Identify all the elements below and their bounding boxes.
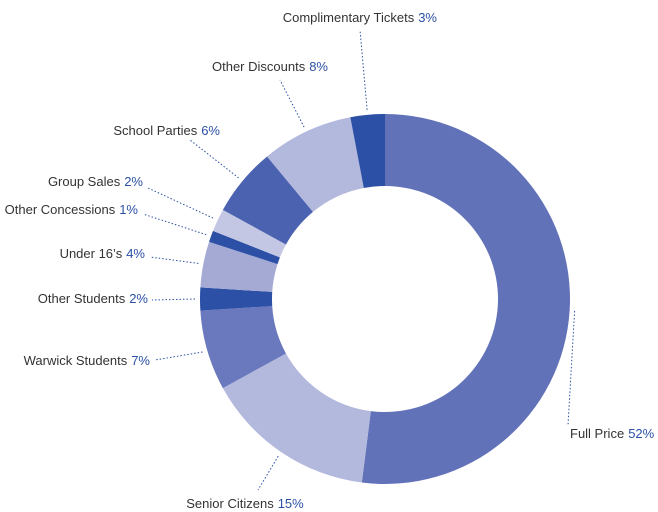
leader-line xyxy=(154,351,203,361)
category-name: Complimentary Tickets xyxy=(283,10,415,25)
leader-line xyxy=(142,213,207,236)
category-name: Other Students xyxy=(38,291,126,306)
leader-line xyxy=(359,29,368,110)
slice-label: Full Price 52% xyxy=(570,426,655,441)
value-label: 6% xyxy=(201,123,220,138)
value-label: 4% xyxy=(126,246,145,261)
leader-line xyxy=(279,79,305,128)
value-label: 15% xyxy=(278,496,304,511)
value-label: 52% xyxy=(628,426,654,441)
donut-slice xyxy=(267,117,364,212)
slice-label: School Parties 6% xyxy=(113,123,220,138)
category-name: Other Concessions xyxy=(5,202,116,217)
slice-label: Other Students 2% xyxy=(38,291,149,306)
leader-line xyxy=(149,256,199,264)
donut-slice xyxy=(199,287,273,311)
category-name: Warwick Students xyxy=(24,353,128,368)
slice-label: Other Discounts 8% xyxy=(212,59,328,74)
slice-label: Other Concessions 1% xyxy=(5,202,139,217)
category-name: Other Discounts xyxy=(212,59,306,74)
slice-label: Complimentary Tickets 3% xyxy=(283,10,438,25)
category-name: Senior Citizens xyxy=(186,496,274,511)
leader-line xyxy=(147,187,214,219)
value-label: 1% xyxy=(119,202,138,217)
slice-label: Group Sales 2% xyxy=(48,174,143,189)
category-name: Under 16’s xyxy=(60,246,123,261)
value-label: 2% xyxy=(124,174,143,189)
leader-line xyxy=(567,310,576,426)
donut-slice xyxy=(212,209,286,258)
donut-slice xyxy=(200,241,278,292)
slice-label: Senior Citizens 15% xyxy=(186,496,304,511)
slice-label: Under 16’s 4% xyxy=(60,246,146,261)
donut-slice xyxy=(350,114,385,189)
value-label: 8% xyxy=(309,59,328,74)
leader-line xyxy=(189,139,239,179)
value-label: 3% xyxy=(418,10,437,25)
donut-slice xyxy=(222,353,371,483)
slice-label: Warwick Students 7% xyxy=(24,353,151,368)
donut-slice xyxy=(200,306,286,389)
value-label: 7% xyxy=(131,353,150,368)
category-name: Full Price xyxy=(570,426,624,441)
category-name: Group Sales xyxy=(48,174,121,189)
donut-slice xyxy=(361,114,570,484)
donut-slice xyxy=(209,230,280,265)
category-name: School Parties xyxy=(113,123,197,138)
value-label: 2% xyxy=(129,291,148,306)
leader-line xyxy=(257,455,279,491)
donut-slice xyxy=(222,156,313,245)
leader-line xyxy=(151,298,196,301)
